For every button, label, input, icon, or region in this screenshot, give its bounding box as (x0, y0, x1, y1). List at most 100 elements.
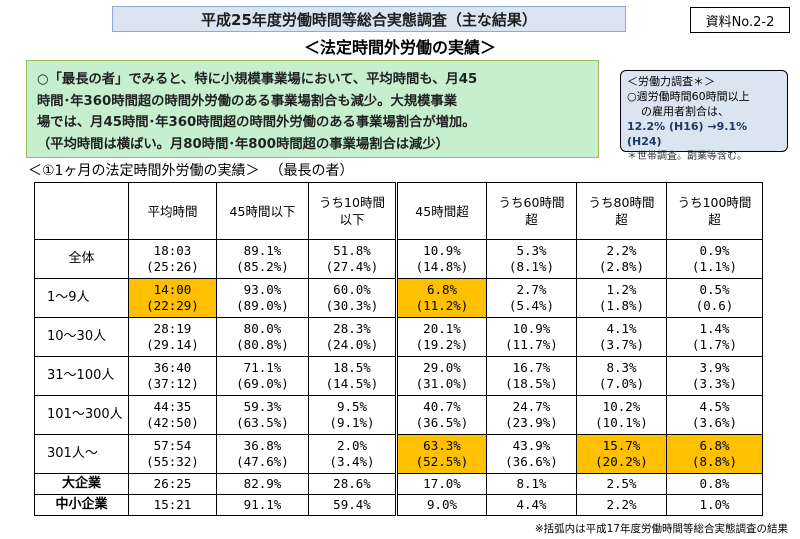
value-cell: 15.7% (20.2%) (576, 434, 667, 474)
value-cell: 28:19 (29.14) (128, 317, 217, 357)
value-cell: 36:40 (37:12) (128, 356, 217, 396)
previous-value: (69.0%) (236, 376, 289, 391)
previous-value: (3.6%) (691, 415, 738, 430)
note-heading: ＜労働力調査＊＞ (627, 75, 715, 88)
current-value: 8.3% (606, 360, 637, 375)
previous-value: (8.8%) (691, 454, 738, 469)
table-caption-sub: （最長の者） (269, 163, 354, 179)
previous-value: (2.8%) (598, 259, 645, 274)
current-value: 15.7% (602, 438, 641, 453)
previous-value: (63.5%) (236, 415, 289, 430)
value-cell: 1.2% (1.8%) (576, 278, 667, 318)
value-cell: 28.6% (308, 473, 397, 495)
current-value: 10.9% (512, 321, 551, 336)
current-value: 2.0% (336, 438, 368, 453)
column-header: 平均時間 (128, 182, 217, 240)
table-caption: ＜①1ヶ月の法定時間外労働の実績＞ （最長の者） (28, 160, 353, 180)
previous-value: (47.6%) (236, 454, 289, 469)
previous-value: (3.7%) (598, 337, 645, 352)
previous-value: (14.5%) (325, 376, 379, 391)
current-value: 4.1% (606, 321, 637, 336)
section-subtitle: ＜法定時間外労働の実績＞ (303, 38, 496, 57)
table-row: 1～9人 14:00 (22:29) 93.0% (89.0%) 60.0% (30.3%)… (34, 278, 763, 318)
current-value: 43.9% (512, 438, 551, 453)
previous-value: (1.7%) (691, 337, 738, 352)
row-label: 大企業 (34, 473, 129, 495)
value-cell: 59.4% (308, 494, 397, 516)
value-cell: 20.1% (19.2%) (395, 317, 487, 357)
previous-value: (10.1%) (595, 415, 648, 430)
current-value: 36:40 (153, 360, 192, 375)
current-value: 36.8% (243, 438, 282, 453)
summary-box: ○「最長の者」でみると、特に小規模事業場において、平均時間も、月45 時間･年3… (26, 60, 599, 158)
column-header: うち100時間 超 (666, 182, 763, 240)
value-cell: 28.3% (24.0%) (308, 317, 397, 357)
note-footnote: ＊世帯調査。副業等含む。 (627, 151, 747, 162)
current-value: 20.1% (423, 321, 461, 336)
value-cell: 9.5% (9.1%) (308, 395, 397, 435)
table-row: 101～300人 44:35 (42:50) 59.3% (63.5%) 9.5% (9.1… (34, 395, 763, 435)
previous-value: (27.4%) (325, 259, 379, 274)
table-row: 中小企業 15:21 91.1% 59.4% 9.0% 4.4% 2.2% 1.0% (34, 494, 763, 516)
value-cell: 14:00 (22:29) (128, 278, 217, 318)
previous-value: (23.9%) (505, 415, 558, 430)
previous-value: (0.6) (695, 298, 734, 313)
value-cell: 17.0% (395, 473, 487, 495)
value-cell: 4.4% (486, 494, 577, 516)
table-row: 10～30人 28:19 (29.14) 80.0% (80.8%) 28.3% (24.0… (34, 317, 763, 357)
table-row: 301人～ 57:54 (55:32) 36.8% (47.6%) 2.0% (3.4%) 6… (34, 434, 763, 474)
row-label: 31～100人 (34, 356, 129, 396)
previous-value: (42:50) (146, 415, 199, 430)
value-cell: 40.7% (36.5%) (395, 395, 487, 435)
note-line: の雇用者割合は、 (641, 105, 729, 118)
value-cell: 93.0% (89.0%) (216, 278, 309, 318)
current-value: 5.3% (516, 243, 547, 258)
current-value: 57:54 (153, 438, 192, 453)
value-cell: 10.9% (14.8%) (395, 239, 487, 279)
current-value: 2.7% (516, 282, 547, 297)
current-value: 2.2% (606, 243, 637, 258)
value-cell: 5.3% (8.1%) (486, 239, 577, 279)
current-value: 16.7% (512, 360, 551, 375)
value-cell: 44:35 (42:50) (128, 395, 217, 435)
table-corner-cell (34, 182, 129, 240)
value-cell: 10.9% (11.7%) (486, 317, 577, 357)
value-cell: 0.5% (0.6) (666, 278, 763, 318)
row-label: 1～9人 (34, 278, 129, 318)
current-value: 51.8% (333, 243, 371, 258)
current-value: 28.3% (333, 321, 371, 336)
value-cell: 0.9% (1.1%) (666, 239, 763, 279)
column-header-label: 45時間超 (415, 203, 469, 219)
value-cell: 82.9% (216, 473, 309, 495)
summary-line: 時間･年360時間超の時間外労働のある事業場割合も減少。大規模事業 (37, 93, 458, 109)
value-cell: 1.4% (1.7%) (666, 317, 763, 357)
current-value: 18:03 (153, 243, 192, 258)
previous-value: (5.4%) (508, 298, 555, 313)
note-figure: 12.2% (H16) →9.1% (H24) (627, 120, 748, 148)
previous-value: (19.2%) (415, 337, 469, 352)
previous-value: (8.1%) (508, 259, 555, 274)
value-cell: 1.0% (666, 494, 763, 516)
row-label: 301人～ (34, 434, 129, 474)
current-value: 1.4% (699, 321, 730, 336)
value-cell: 63.3% (52.5%) (395, 434, 487, 474)
column-header: うち60時間 超 (486, 182, 577, 240)
previous-value: (30.3%) (325, 298, 379, 313)
value-cell: 6.8% (8.8%) (666, 434, 763, 474)
value-cell: 43.9% (36.6%) (486, 434, 577, 474)
previous-value: (11.7%) (505, 337, 558, 352)
previous-value: (24.0%) (325, 337, 379, 352)
previous-value: (31.0%) (415, 376, 469, 391)
previous-value: (18.5%) (505, 376, 558, 391)
current-value: 89.1% (243, 243, 282, 258)
current-value: 29.0% (423, 360, 461, 375)
current-value: 59.3% (243, 399, 282, 414)
previous-value: (25:26) (146, 259, 199, 274)
previous-value: (7.0%) (598, 376, 645, 391)
previous-value: (36.5%) (415, 415, 469, 430)
current-value: 10.2% (602, 399, 641, 414)
table-row: 全体 18:03 (25:26) 89.1% (85.2%) 51.8% (27.4%) 10… (34, 239, 763, 279)
current-value: 40.7% (423, 399, 461, 414)
current-value: 28:19 (153, 321, 192, 336)
footnote: ※括弧内は平成17年度労働時間等総合実態調査の結果 (534, 523, 788, 535)
